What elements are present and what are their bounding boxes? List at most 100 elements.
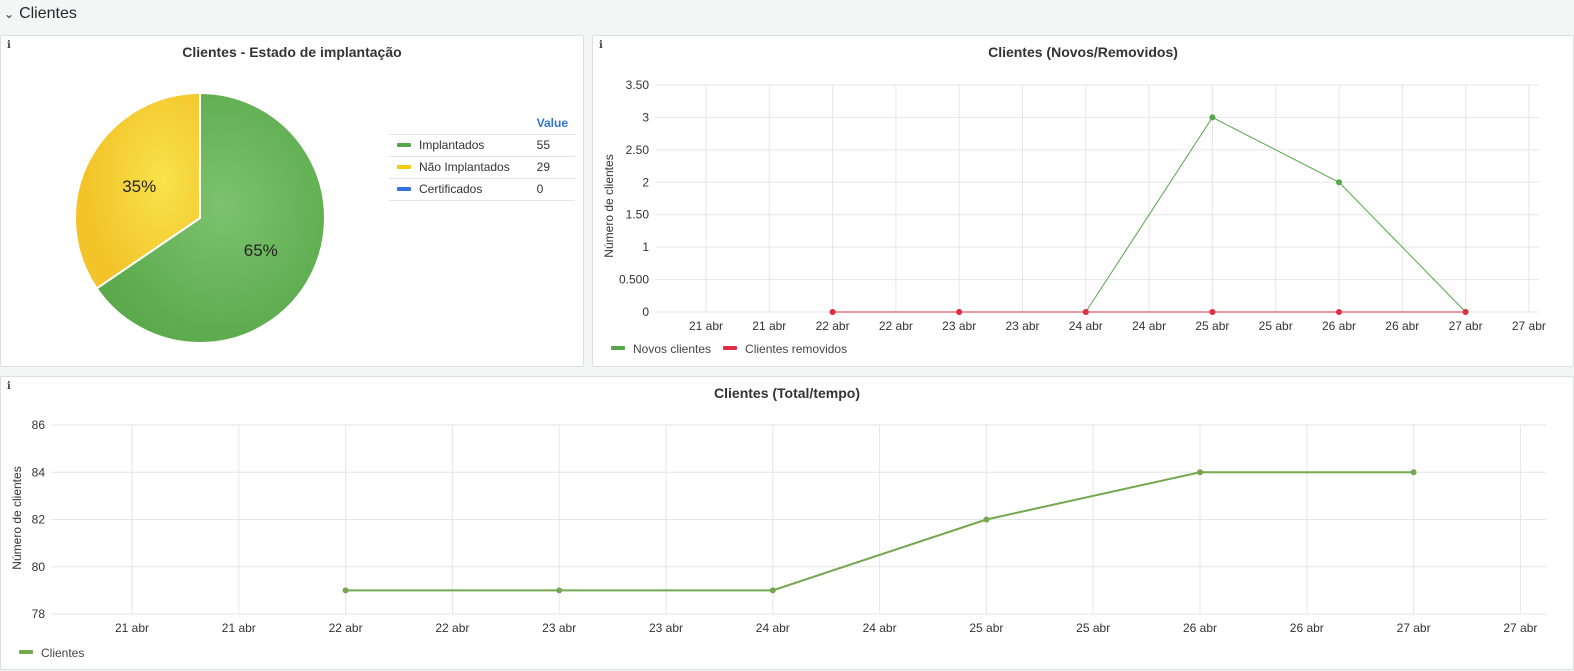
legend-item-removidos[interactable]: Clientes removidos bbox=[723, 342, 847, 356]
legend-swatch bbox=[397, 142, 411, 147]
legend-row-nao-implantados[interactable]: Não Implantados 29 bbox=[389, 156, 575, 179]
legend-label: Não Implantados bbox=[419, 160, 510, 174]
panel-total-tempo: i Clientes (Total/tempo) 78 80 82 84 86 21 ab… bbox=[0, 376, 1574, 670]
x-tick-label: 25 abr bbox=[1076, 621, 1110, 635]
legend-swatch bbox=[723, 346, 738, 350]
y-tick-label: 1.50 bbox=[626, 208, 650, 222]
legend-row-certificados[interactable]: Certificados 0 bbox=[389, 178, 575, 201]
y-tick-label: 2 bbox=[642, 175, 649, 189]
data-point-clientes-removidos[interactable] bbox=[1462, 309, 1469, 315]
panel-title[interactable]: Clientes (Total/tempo) bbox=[714, 385, 860, 401]
legend-label: Clientes removidos bbox=[745, 342, 848, 356]
legend-item-novos[interactable]: Novos clientes bbox=[611, 342, 711, 356]
legend-value: 0 bbox=[536, 178, 575, 201]
data-point-clientes-removidos[interactable] bbox=[956, 309, 963, 315]
chart-legend: Novos clientes Clientes removidos bbox=[611, 342, 859, 356]
x-tick-label: 24 abr bbox=[1069, 319, 1103, 333]
x-tick-label: 21 abr bbox=[689, 319, 723, 333]
legend-label: Novos clientes bbox=[633, 342, 712, 356]
row-header-clientes[interactable]: ⌄ Clientes bbox=[0, 0, 1574, 28]
line-chart-total: 78 80 82 84 86 21 abr 21 abr 22 abr 22 abr 23 abr… bbox=[10, 418, 1546, 635]
panel-pie-estado: i Clientes - Estado de implantação 65% 35… bbox=[0, 35, 584, 367]
pie-slice-n-o-implantados[interactable] bbox=[74, 91, 201, 290]
legend-swatch bbox=[611, 346, 625, 350]
x-tick-label: 27 abr bbox=[1503, 621, 1537, 635]
y-tick-label: 3 bbox=[642, 110, 649, 124]
legend-item-clientes[interactable]: Clientes bbox=[19, 646, 84, 660]
data-point-novos-clientes[interactable] bbox=[1209, 114, 1216, 121]
x-tick-label: 25 abr bbox=[1195, 319, 1229, 333]
legend-swatch bbox=[397, 186, 411, 191]
x-tick-label: 26 abr bbox=[1290, 621, 1324, 635]
y-tick-label: 82 bbox=[32, 513, 46, 527]
y-tick-label: 0.500 bbox=[619, 273, 649, 287]
y-tick-label: 2.50 bbox=[626, 143, 650, 157]
legend-row-implantados[interactable]: Implantados 55 bbox=[389, 134, 575, 157]
x-tick-label: 27 abr bbox=[1449, 319, 1483, 333]
y-tick-label: 84 bbox=[32, 465, 46, 479]
legend-swatch bbox=[19, 650, 33, 654]
pie-legend: Value Implantados 55 Não Implantados 29 … bbox=[389, 114, 575, 201]
x-tick-label: 22 abr bbox=[435, 621, 469, 635]
x-tick-label: 23 abr bbox=[649, 621, 683, 635]
legend-value-header[interactable]: Value bbox=[536, 114, 575, 135]
chevron-down-icon[interactable]: ⌄ bbox=[4, 7, 15, 21]
data-point-clientes-removidos[interactable] bbox=[1082, 309, 1089, 315]
data-point-clientes-removidos[interactable] bbox=[829, 309, 836, 315]
legend-label: Implantados bbox=[419, 138, 485, 152]
x-tick-label: 23 abr bbox=[1005, 319, 1039, 333]
x-tick-label: 26 abr bbox=[1322, 319, 1356, 333]
y-tick-label: 3.50 bbox=[626, 78, 650, 92]
x-tick-label: 21 abr bbox=[222, 621, 256, 635]
y-tick-label: 0 bbox=[642, 305, 649, 319]
data-point-clientes[interactable] bbox=[342, 587, 349, 594]
y-axis-label: Número de clientes bbox=[10, 466, 24, 569]
series-line-clientes[interactable] bbox=[345, 471, 1414, 592]
data-point-clientes[interactable] bbox=[769, 587, 776, 594]
pie-chart: 65% 35% bbox=[74, 91, 326, 344]
x-tick-label: 25 abr bbox=[1259, 319, 1293, 333]
chart-legend: Clientes bbox=[19, 646, 96, 660]
y-tick-label: 80 bbox=[32, 560, 46, 574]
x-tick-label: 27 abr bbox=[1512, 319, 1546, 333]
x-tick-label: 23 abr bbox=[942, 319, 976, 333]
x-tick-label: 23 abr bbox=[542, 621, 576, 635]
x-tick-label: 26 abr bbox=[1385, 319, 1419, 333]
x-tick-label: 26 abr bbox=[1183, 621, 1217, 635]
x-tick-label: 27 abr bbox=[1397, 621, 1431, 635]
info-icon[interactable]: i bbox=[599, 40, 603, 51]
y-tick-label: 86 bbox=[32, 418, 46, 432]
legend-label: Clientes bbox=[41, 646, 85, 660]
panel-title[interactable]: Clientes - Estado de implantação bbox=[182, 44, 402, 60]
legend-value: 29 bbox=[536, 156, 575, 179]
legend-value: 55 bbox=[536, 134, 575, 157]
panel-title[interactable]: Clientes (Novos/Removidos) bbox=[988, 44, 1178, 60]
info-icon[interactable]: i bbox=[7, 40, 11, 51]
data-point-clientes-removidos[interactable] bbox=[1336, 309, 1342, 315]
line-chart-novos: 0 0.500 1 1.50 2 2.50 3 3.50 21 abr 21 abr 22 abr 2… bbox=[602, 78, 1546, 333]
x-tick-label: 24 abr bbox=[863, 621, 897, 635]
x-tick-label: 22 abr bbox=[816, 319, 850, 333]
y-tick-label: 78 bbox=[32, 607, 46, 621]
pie-slice-label: 65% bbox=[244, 241, 278, 260]
data-point-novos-clientes[interactable] bbox=[1336, 179, 1342, 186]
x-tick-label: 21 abr bbox=[115, 621, 149, 635]
x-tick-label: 22 abr bbox=[879, 319, 913, 333]
row-title: Clientes bbox=[19, 5, 77, 22]
x-tick-label: 21 abr bbox=[752, 319, 786, 333]
x-tick-label: 24 abr bbox=[1132, 319, 1166, 333]
legend-name-header bbox=[389, 114, 537, 135]
info-icon[interactable]: i bbox=[7, 381, 11, 392]
legend-swatch bbox=[397, 164, 411, 169]
data-point-clientes[interactable] bbox=[556, 587, 563, 594]
data-point-clientes[interactable] bbox=[1410, 469, 1417, 476]
y-tick-label: 1 bbox=[642, 240, 649, 254]
x-tick-label: 24 abr bbox=[756, 621, 790, 635]
x-tick-label: 25 abr bbox=[969, 621, 1003, 635]
x-tick-label: 22 abr bbox=[329, 621, 363, 635]
pie-slice-label: 35% bbox=[122, 177, 156, 196]
pie-slice-implantados[interactable] bbox=[95, 91, 326, 344]
data-point-clientes-removidos[interactable] bbox=[1209, 309, 1216, 315]
data-point-clientes[interactable] bbox=[983, 516, 990, 523]
data-point-clientes[interactable] bbox=[1197, 469, 1203, 476]
